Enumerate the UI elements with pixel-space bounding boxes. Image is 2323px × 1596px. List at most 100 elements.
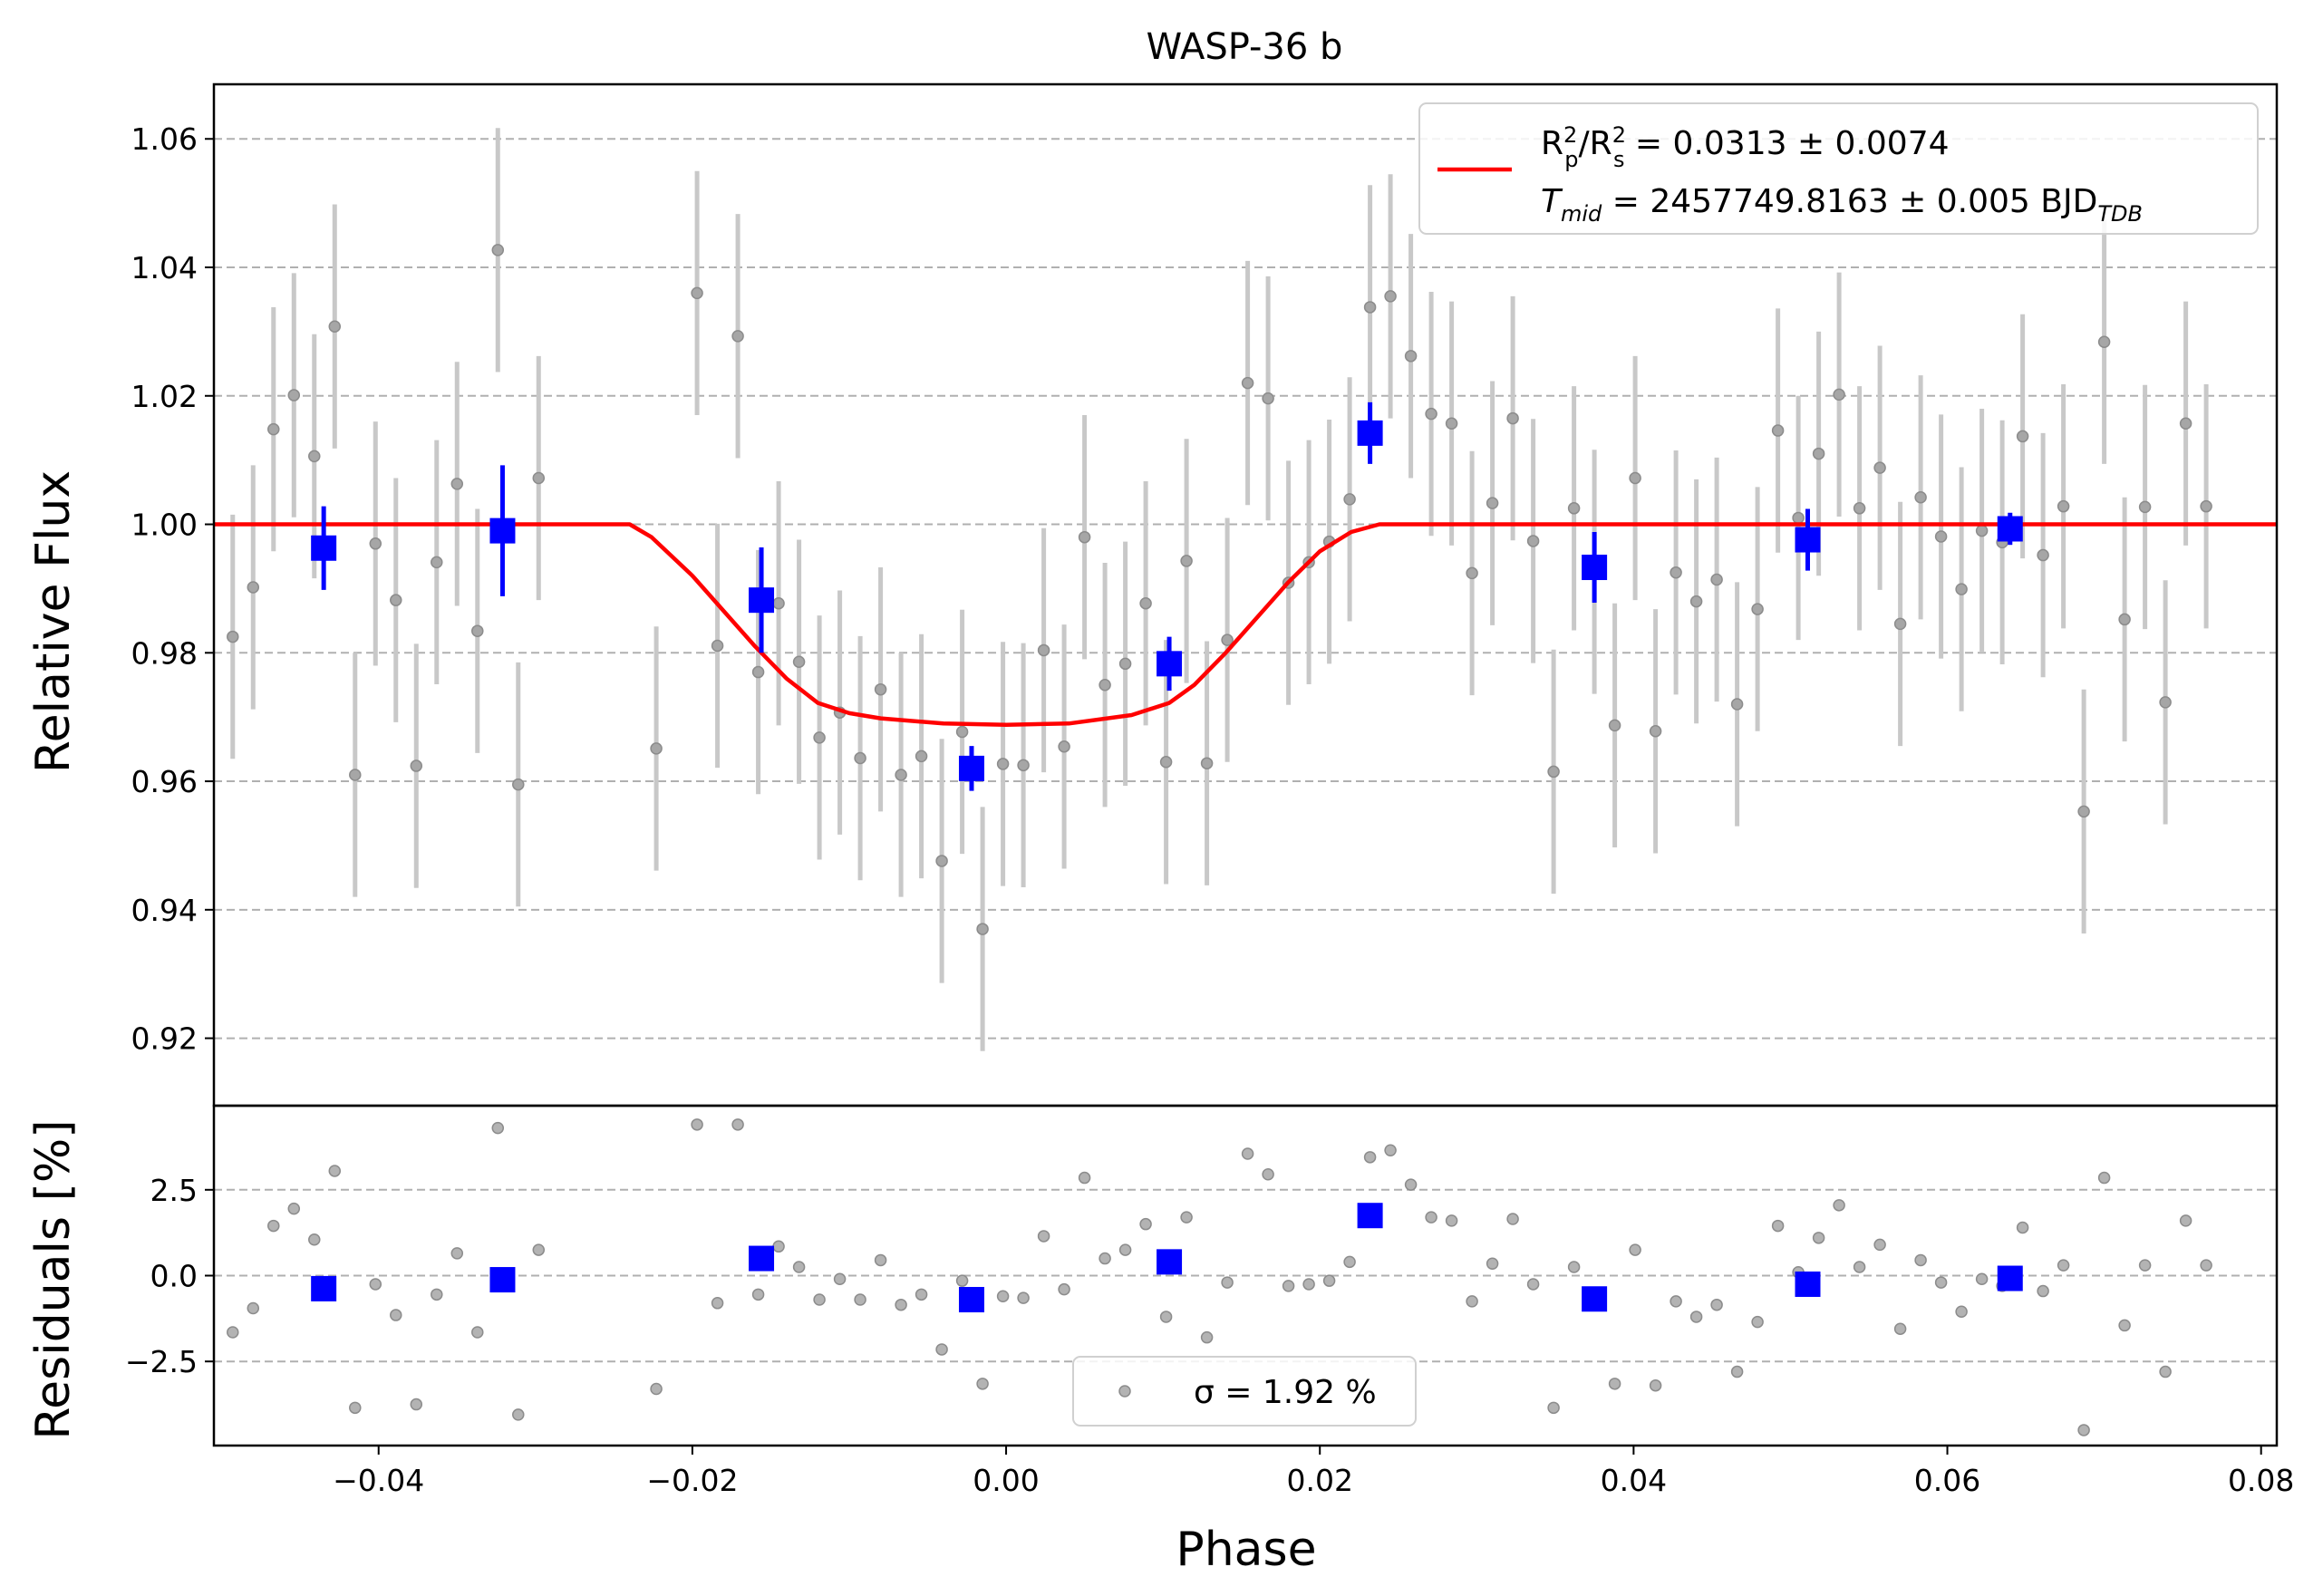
raw-residual-point — [1200, 1330, 1214, 1344]
raw-data-point — [935, 855, 948, 867]
raw-residual-point — [1404, 1178, 1418, 1191]
chart-title: WASP-36 b — [1147, 26, 1343, 68]
raw-data-point — [2016, 430, 2029, 443]
raw-residual-point — [1608, 1378, 1621, 1390]
raw-data-point — [1118, 657, 1132, 671]
binned-data-point — [1157, 651, 1183, 677]
binned-residual-points — [311, 1203, 2023, 1313]
raw-residual-point — [2016, 1221, 2029, 1234]
raw-residual-point — [772, 1240, 785, 1253]
main-y-tick-label: 0.98 — [131, 635, 198, 671]
main-legend-box — [1418, 102, 2259, 235]
raw-residual-point — [1812, 1232, 1825, 1244]
raw-data-point — [1710, 573, 1723, 586]
raw-data-point — [1017, 759, 1030, 772]
raw-data-point — [369, 537, 382, 550]
raw-residual-point — [1078, 1171, 1091, 1185]
raw-data-point — [1975, 524, 1989, 537]
raw-residual-point — [1159, 1311, 1173, 1323]
raw-residual-point — [1771, 1219, 1785, 1233]
x-tick-label: 0.00 — [973, 1463, 1039, 1498]
raw-data-point — [267, 422, 280, 436]
raw-residual-point — [711, 1297, 724, 1310]
raw-data-point — [1262, 392, 1274, 405]
x-tick-label: 0.08 — [2228, 1463, 2294, 1498]
x-axis-ticks: −0.04 −0.02 0.00 0.02 0.04 0.06 0.08 — [333, 1446, 2294, 1498]
raw-residual-point — [1363, 1151, 1377, 1164]
raw-data-point — [1792, 511, 1805, 525]
main-y-tick-label: 0.92 — [131, 1021, 198, 1057]
raw-data-point — [691, 286, 703, 300]
raw-residual-point — [813, 1293, 826, 1306]
raw-data-point — [1363, 301, 1377, 314]
residual-legend: σ = 1.92 % — [1072, 1356, 1417, 1427]
raw-data-point — [1853, 502, 1866, 515]
raw-data-point — [390, 594, 402, 606]
raw-residual-point — [1322, 1274, 1336, 1287]
raw-residual-point — [410, 1398, 423, 1411]
raw-residual-point — [1833, 1199, 1845, 1212]
binned-data-point — [311, 535, 337, 561]
raw-data-point — [1629, 471, 1641, 485]
raw-residual-point — [1873, 1238, 1886, 1252]
raw-residual-point — [935, 1343, 948, 1356]
raw-residual-point — [1914, 1253, 1927, 1267]
raw-data-point — [2118, 613, 2131, 626]
raw-data-point — [1833, 388, 1845, 401]
raw-residual-point — [1058, 1282, 1070, 1296]
residual-y-axis-label: Residuals [%] — [26, 1119, 81, 1439]
raw-residual-point — [955, 1274, 969, 1287]
raw-data-point — [1200, 757, 1214, 769]
raw-residual-point — [1241, 1147, 1254, 1160]
raw-data-point — [874, 682, 887, 696]
raw-data-point — [731, 330, 744, 343]
raw-residual-point — [2118, 1319, 2131, 1332]
raw-data-point — [1159, 756, 1173, 769]
raw-data-point — [1751, 603, 1764, 615]
x-tick-label: 0.04 — [1601, 1463, 1667, 1498]
main-y-tick-label: 0.96 — [131, 764, 198, 799]
raw-residual-point — [792, 1261, 806, 1273]
raw-data-point — [1526, 535, 1540, 547]
raw-data-point — [410, 759, 423, 772]
raw-data-point — [1670, 566, 1682, 579]
raw-residual-point — [1343, 1255, 1356, 1269]
raw-residual-point — [874, 1253, 887, 1267]
raw-residual-point — [1526, 1278, 1540, 1291]
x-tick-label: −0.04 — [333, 1463, 424, 1498]
binned-residual-point — [1795, 1271, 1821, 1297]
raw-data-point — [976, 923, 989, 935]
raw-residual-point — [1567, 1261, 1581, 1273]
legend-entry-midtime: Tmid = 2457749.8163 ± 0.005 BJDTDB — [1541, 183, 2143, 227]
raw-residual-point — [1629, 1243, 1641, 1256]
raw-data-point — [450, 478, 464, 490]
raw-residual-point — [1486, 1257, 1499, 1270]
legend-residual-marker — [1118, 1385, 1131, 1398]
transit-model-curve — [214, 522, 2277, 727]
binned-residual-point — [1357, 1203, 1383, 1229]
binned-data-point — [1795, 527, 1821, 553]
raw-residual-point — [227, 1326, 239, 1339]
raw-data-point — [1099, 678, 1111, 692]
raw-residual-point — [1017, 1291, 1030, 1304]
raw-data-point — [2200, 499, 2212, 513]
main-y-tick-label: 1.04 — [131, 250, 198, 285]
raw-data-point — [491, 244, 505, 256]
residual-y-tick-label: 2.5 — [150, 1173, 198, 1208]
raw-residual-point — [1262, 1168, 1274, 1181]
raw-residual-point — [471, 1326, 484, 1339]
raw-residual-point — [1139, 1217, 1152, 1231]
main-gridlines — [214, 138, 2277, 1040]
raw-residual-point — [996, 1290, 1010, 1302]
raw-data-point — [1689, 595, 1703, 608]
raw-data-point — [227, 630, 239, 643]
binned-data-point — [958, 755, 984, 781]
legend-entry-radius-ratio: R2 p/R2 s = 0.0313 ± 0.0074 — [1541, 122, 1950, 172]
raw-residual-point — [349, 1401, 362, 1415]
raw-residual-point — [1302, 1278, 1315, 1291]
raw-residual-point — [1649, 1378, 1662, 1392]
raw-data-point — [1037, 643, 1050, 657]
raw-residual-point — [512, 1408, 525, 1421]
raw-residual-point — [431, 1288, 443, 1301]
